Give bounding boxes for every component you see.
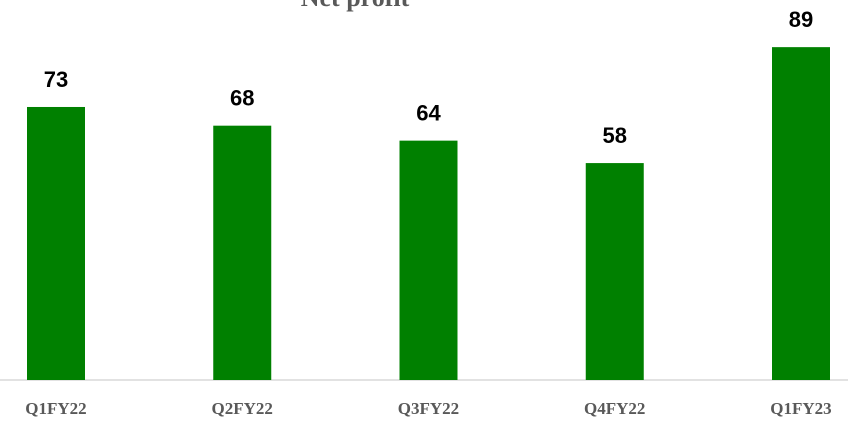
bar xyxy=(585,163,644,380)
bar xyxy=(399,140,458,380)
data-label: 89 xyxy=(789,7,813,32)
x-tick-label: Q3FY22 xyxy=(398,399,459,418)
data-label: 73 xyxy=(44,67,68,92)
x-tick-label: Q2FY22 xyxy=(212,399,273,418)
data-label: 68 xyxy=(230,85,254,110)
bar xyxy=(213,125,272,381)
chart-title: Net profit xyxy=(301,0,410,12)
bar xyxy=(27,106,85,380)
data-label: 58 xyxy=(603,123,627,148)
data-label: 64 xyxy=(416,100,441,125)
x-tick-label: Q4FY22 xyxy=(584,399,645,418)
bar xyxy=(772,47,830,380)
x-tick-label: Q1FY22 xyxy=(25,399,86,418)
x-tick-label: Q1FY23 xyxy=(770,399,831,418)
